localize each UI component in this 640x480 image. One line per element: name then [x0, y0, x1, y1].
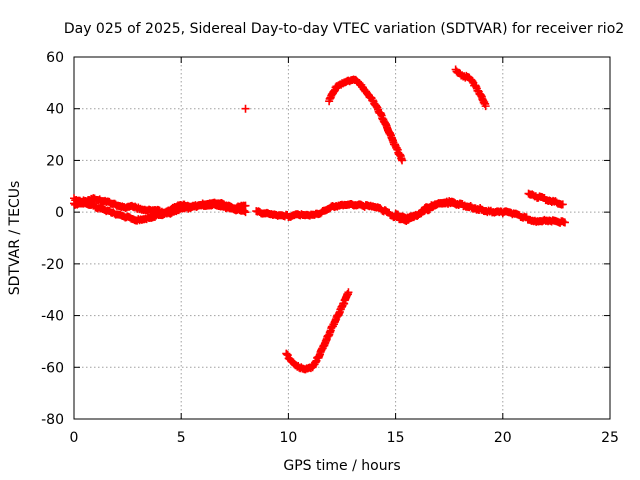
x-tick-label: 15 — [387, 430, 405, 446]
y-tick-label: 20 — [46, 153, 64, 169]
x-tick-label: 20 — [494, 430, 512, 446]
data-point — [398, 156, 407, 165]
y-axis-label: SDTVAR / TECUs — [7, 181, 23, 296]
plot-frame — [73, 56, 611, 420]
data-point — [240, 206, 249, 215]
chart-title: Day 025 of 2025, Sidereal Day-to-day VTE… — [64, 21, 624, 37]
data-point — [241, 104, 250, 113]
x-tick-label: 10 — [279, 430, 297, 446]
data-point — [344, 288, 353, 297]
y-tick-label: 60 — [46, 50, 64, 66]
y-tick-label: 40 — [46, 102, 64, 118]
x-gridlines — [180, 57, 504, 419]
y-gridlines — [74, 108, 610, 368]
x-tick-label: 0 — [70, 430, 79, 446]
x-tick-label: 5 — [177, 430, 186, 446]
data-point — [481, 102, 490, 111]
x-axis-label: GPS time / hours — [283, 458, 400, 474]
data-point — [560, 218, 569, 227]
x-tick-labels: 0 5 10 15 20 25 — [70, 430, 619, 446]
data-point — [558, 200, 567, 209]
y-tick-label: -80 — [41, 412, 64, 428]
data-point — [241, 208, 250, 217]
data-point — [476, 204, 485, 213]
data-points — [70, 65, 569, 374]
y-tick-labels: -80 -60 -40 -20 0 20 40 60 — [41, 50, 64, 428]
x-tick-label: 25 — [601, 430, 619, 446]
y-tick-label: -40 — [41, 309, 64, 325]
y-tick-label: 0 — [55, 205, 64, 221]
data-point — [282, 349, 291, 358]
axis-ticks — [73, 56, 611, 420]
data-point — [477, 205, 486, 214]
y-tick-label: -60 — [41, 360, 64, 376]
y-tick-label: -20 — [41, 257, 64, 273]
